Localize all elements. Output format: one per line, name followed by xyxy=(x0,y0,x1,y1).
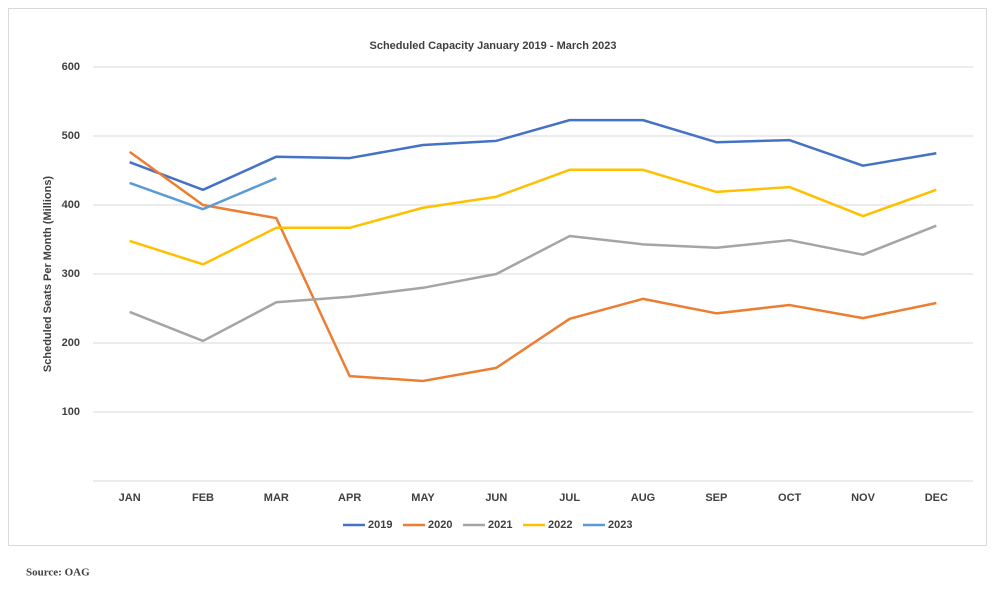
x-tick-label: DEC xyxy=(925,492,948,504)
x-tick-label: FEB xyxy=(192,492,214,504)
x-tick-label: SEP xyxy=(705,492,727,504)
legend-label: 2019 xyxy=(368,519,392,531)
x-tick-label: JAN xyxy=(119,492,141,504)
x-tick-label: JUN xyxy=(485,492,507,504)
x-tick-label: NOV xyxy=(851,492,876,504)
legend-label: 2022 xyxy=(548,519,572,531)
y-tick-label: 100 xyxy=(62,406,80,418)
x-tick-label: AUG xyxy=(631,492,655,504)
y-tick-label: 300 xyxy=(62,268,80,280)
series-line xyxy=(129,168,937,266)
y-tick-label: 400 xyxy=(62,199,80,211)
legend-label: 2023 xyxy=(608,519,632,531)
chart-title: Scheduled Capacity January 2019 - March … xyxy=(369,40,616,52)
x-tick-label: MAR xyxy=(264,492,289,504)
legend-label: 2021 xyxy=(488,519,512,531)
y-tick-label: 500 xyxy=(62,130,80,142)
series-line xyxy=(129,224,937,343)
legend-label: 2020 xyxy=(428,519,452,531)
chart-frame xyxy=(8,8,987,546)
series-line xyxy=(129,176,277,211)
x-tick-label: JUL xyxy=(559,492,580,504)
series-line xyxy=(129,118,937,192)
series-line xyxy=(128,150,937,383)
x-tick-label: MAY xyxy=(411,492,435,504)
source-note: Source: OAG xyxy=(26,567,90,579)
x-tick-label: APR xyxy=(338,492,361,504)
x-tick-label: OCT xyxy=(778,492,802,504)
y-axis-label: Scheduled Seats Per Month (Millions) xyxy=(42,176,54,373)
y-tick-label: 200 xyxy=(62,337,80,349)
y-tick-label: 600 xyxy=(62,61,80,73)
